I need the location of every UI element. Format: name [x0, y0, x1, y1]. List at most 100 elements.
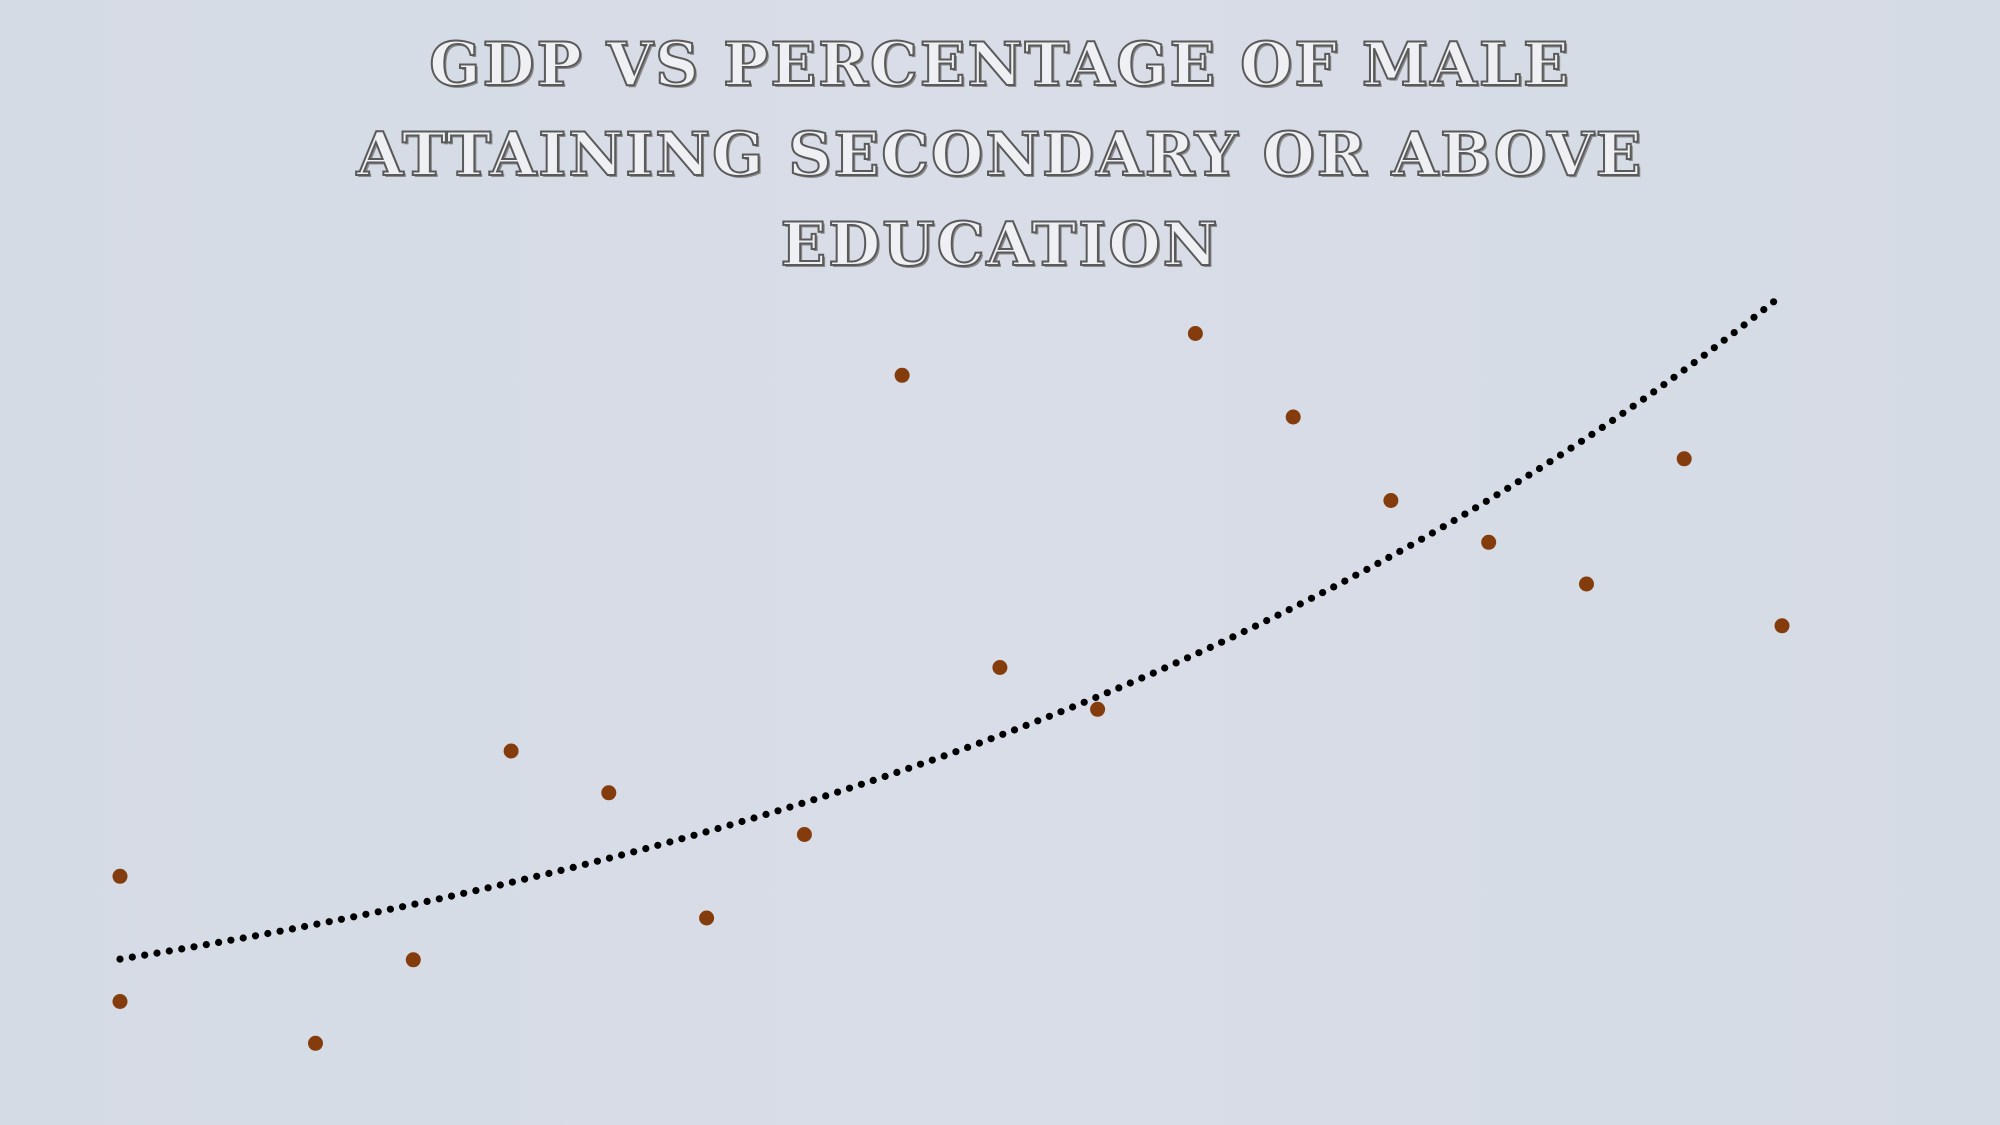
trendline-dot	[1363, 565, 1371, 574]
data-point	[1774, 618, 1790, 634]
trendline-dot	[1010, 726, 1019, 734]
trendline-dot	[605, 854, 614, 862]
trendline-dot	[975, 739, 984, 747]
trendline-dot	[893, 768, 901, 777]
trendline-dot	[227, 936, 235, 944]
trendline-dot	[1396, 547, 1404, 556]
trendline-dot	[1307, 594, 1316, 602]
trendline-dot	[313, 920, 321, 928]
trendline-dot	[374, 908, 382, 916]
trendline-dot	[1720, 336, 1728, 344]
trendline-dot	[153, 949, 161, 957]
trendline-dot	[1330, 583, 1338, 591]
trendline-dot	[1740, 321, 1748, 329]
trendline-dot	[798, 799, 806, 808]
data-point	[112, 994, 128, 1009]
trendline-dot	[165, 947, 173, 955]
trendline-dot	[1161, 664, 1169, 672]
trendline-dot	[1660, 381, 1668, 389]
trendline-dot	[1482, 497, 1490, 505]
trendline-dot	[508, 878, 516, 886]
data-point	[894, 367, 910, 383]
trendline-dot	[1341, 577, 1349, 585]
trendline-dot	[325, 918, 333, 926]
trendline-dot	[1080, 698, 1088, 706]
trendline-dot	[1263, 617, 1271, 625]
trendline-dot	[1439, 523, 1447, 531]
trendline-dot	[905, 764, 913, 772]
data-point	[308, 1035, 323, 1051]
trendline-dot	[1240, 627, 1248, 636]
trendline-dot	[916, 760, 925, 768]
trendline-dot	[1598, 423, 1606, 431]
trendline-dot	[690, 831, 698, 839]
data-point	[1481, 534, 1497, 550]
trendline-dot	[1092, 693, 1100, 702]
trendline-dot	[1680, 366, 1688, 374]
trendline-dot	[521, 875, 529, 883]
trendline-dot	[618, 851, 626, 859]
trendline-dot	[215, 938, 223, 947]
trendline-dot	[1710, 344, 1718, 352]
trendline-dot	[1750, 313, 1758, 321]
trendline-dot	[1546, 458, 1554, 466]
trendline-dot	[1461, 510, 1469, 518]
trendline-dot	[411, 900, 419, 908]
trendline-dot	[1525, 471, 1533, 479]
points-group	[112, 326, 1790, 1051]
trendline-dot	[845, 784, 854, 792]
trendline-dot	[1690, 359, 1698, 367]
trendline-dot	[1639, 395, 1648, 403]
trendline-dot	[362, 910, 370, 918]
trendline-dot	[1045, 712, 1053, 720]
trendline-dot	[276, 927, 284, 935]
trendline-dot	[399, 903, 407, 911]
trendline-dot	[1149, 669, 1157, 677]
trendline-dot	[750, 814, 758, 822]
trendline-dot	[774, 807, 782, 815]
trendline-dot	[460, 889, 468, 897]
trendline-dot	[593, 857, 602, 865]
trendline-dot	[857, 780, 866, 788]
trendline-dot	[484, 884, 492, 892]
trendline-dot	[1274, 611, 1282, 619]
trendline-dot	[141, 951, 149, 959]
trendline-dot	[337, 915, 345, 923]
trendline-dot	[569, 863, 577, 872]
trendline-dot	[1770, 298, 1778, 306]
data-point	[601, 785, 617, 801]
trendline-dot	[928, 756, 936, 764]
trendline-dot	[786, 803, 794, 811]
trendline-group	[116, 298, 1778, 963]
trendline-dot	[1700, 351, 1708, 359]
trendline-dot	[999, 730, 1007, 738]
trendline-dot	[1251, 622, 1260, 630]
trendline-dot	[557, 866, 565, 875]
data-point	[112, 868, 128, 884]
trendline-dot	[1034, 717, 1042, 725]
trendline-dot	[1418, 535, 1426, 543]
trendline-dot	[1172, 659, 1180, 667]
trendline-dot	[834, 788, 842, 796]
trendline-dot	[1206, 643, 1214, 652]
trendline-dot	[1138, 674, 1146, 682]
trendline-dot	[1514, 478, 1522, 486]
trendline-dot	[987, 735, 995, 743]
data-point	[1383, 493, 1399, 508]
trendline-dot	[435, 895, 443, 903]
data-point	[405, 952, 421, 968]
trendline-dot	[1103, 689, 1111, 697]
trendline-dot	[1588, 430, 1596, 438]
data-point	[503, 743, 519, 759]
trendline-dot	[350, 913, 358, 921]
trendline-dot	[1195, 649, 1203, 657]
trendline-dot	[940, 752, 948, 760]
trendline-dot	[1504, 484, 1512, 492]
trendline-dot	[881, 772, 889, 781]
trendline-dot	[738, 817, 746, 826]
trendline-dot	[1535, 464, 1544, 473]
trendline-dot	[1760, 306, 1768, 314]
trendline-dot	[1609, 416, 1617, 424]
trendline-dot	[1022, 721, 1030, 730]
